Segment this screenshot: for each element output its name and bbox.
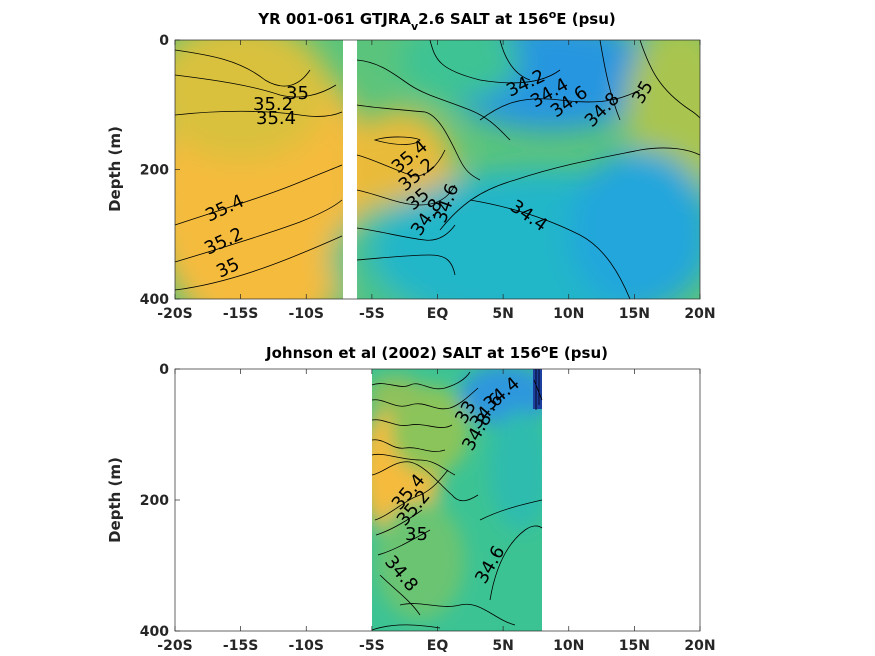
y-tick-label: 200 <box>140 163 169 179</box>
panel-bottom: Johnson et al (2002) SALT at 156oE (psu) <box>106 342 716 654</box>
y-tick-label: 400 <box>140 292 169 308</box>
salinity-field-top <box>175 40 700 299</box>
axes-top: -20S -15S -10S -5S EQ 5N 10N 15N 20N 0 200 400 <box>140 33 716 322</box>
contour-label: 35 <box>286 83 309 104</box>
x-tick-label: -20S <box>157 306 192 322</box>
x-tick-label: -20S <box>157 638 192 654</box>
x-tick-label: 10N <box>553 306 584 322</box>
x-tick-label: -10S <box>289 638 324 654</box>
y-axis-label-bottom: Depth (m) <box>106 457 124 543</box>
y-tick-label: 400 <box>140 624 169 640</box>
salinity-field-bottom <box>372 369 542 631</box>
axes-bottom: -20S -15S -10S -5S EQ 5N 10N 15N 20N 0 200 400 <box>140 362 716 654</box>
x-tick-label: EQ <box>427 638 449 654</box>
x-tick-label: -15S <box>223 306 258 322</box>
x-tick-label: 20N <box>684 638 715 654</box>
contour-lines-top <box>174 39 701 300</box>
contour-label: 35.2 <box>253 94 293 115</box>
panel-bottom-title: Johnson et al (2002) SALT at 156oE (psu) <box>265 342 608 362</box>
contour-label: 35 <box>405 524 428 545</box>
x-tick-label: -5S <box>359 638 385 654</box>
x-tick-label: 15N <box>619 638 650 654</box>
x-tick-label: 10N <box>553 638 584 654</box>
y-tick-label: 0 <box>159 362 169 378</box>
x-tick-label: -5S <box>359 306 385 322</box>
y-tick-label: 0 <box>159 33 169 49</box>
x-tick-label: 15N <box>619 306 650 322</box>
contour-label: 35.4 <box>256 108 296 129</box>
x-tick-label: 5N <box>492 638 513 654</box>
contour-lines-bottom <box>371 369 543 631</box>
x-tick-label: -15S <box>223 638 258 654</box>
panel-top: YR 001-061 GTJRAv2.6 SALT at 156oE (psu) <box>106 8 716 322</box>
x-tick-label: 5N <box>492 306 513 322</box>
x-tick-label: 20N <box>684 306 715 322</box>
data-gap <box>343 40 357 299</box>
x-tick-label: -10S <box>289 306 324 322</box>
x-tick-label: EQ <box>427 306 449 322</box>
y-tick-label: 200 <box>140 493 169 509</box>
y-axis-label-top: Depth (m) <box>106 126 124 212</box>
panel-top-title: YR 001-061 GTJRAv2.6 SALT at 156oE (psu) <box>257 8 616 33</box>
